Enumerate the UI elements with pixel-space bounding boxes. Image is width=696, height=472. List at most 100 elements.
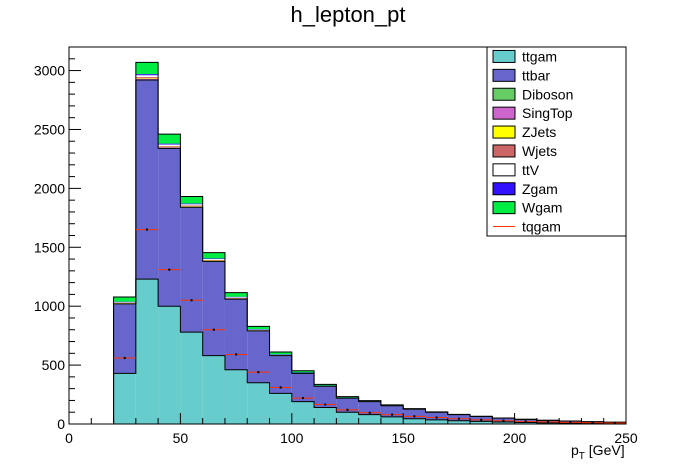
bar-ttbar-8 [291, 373, 315, 402]
bar-ttbar-3 [180, 207, 203, 333]
bar-ZJets-5 [224, 298, 248, 299]
bar-ttgam-10 [336, 412, 359, 424]
y-tick-label: 1000 [34, 298, 65, 314]
bar-ttV-4 [202, 259, 225, 261]
bar-ttgam-17 [492, 421, 515, 424]
bar-ZJets-0 [113, 303, 136, 304]
bar-Wgam-2 [158, 134, 181, 144]
bar-ttgam-7 [269, 393, 292, 424]
legend-label-Wjets: Wjets [522, 143, 557, 159]
legend-swatch-Zgam [492, 182, 516, 196]
bar-ttV-2 [158, 144, 181, 146]
overlay-point-21 [591, 421, 594, 424]
overlay-point-20 [569, 421, 572, 424]
bar-ttgam-3 [180, 332, 203, 424]
bar-Zgam-0 [113, 301, 136, 303]
bar-ttgam-5 [224, 369, 248, 424]
y-tick-label: 2500 [34, 121, 65, 137]
x-axis-label: pT [GeV] [571, 442, 625, 462]
bar-Zgam-4 [202, 258, 225, 260]
legend-label-Diboson: Diboson [522, 86, 573, 102]
bar-ZJets-1 [135, 77, 159, 79]
bar-Zgam-2 [158, 143, 181, 145]
bar-Wgam-8 [291, 370, 315, 373]
x-tick-label: 0 [65, 430, 73, 446]
y-tick-label: 1500 [34, 239, 65, 255]
overlay-point-2 [168, 268, 171, 271]
bar-ttbar-2 [158, 148, 181, 307]
legend-label-Wgam: Wgam [522, 200, 562, 216]
bar-Wgam-6 [247, 326, 270, 330]
overlay-point-12 [390, 413, 394, 416]
overlay-point-9 [324, 403, 327, 406]
overlay-point-13 [413, 415, 416, 418]
x-tick-label: 100 [280, 430, 304, 446]
bar-ttbar-4 [202, 261, 225, 356]
overlay-point-14 [435, 416, 438, 419]
bar-Wgam-1 [135, 62, 159, 75]
legend: ttgam ttbar Diboson SingTop ZJets Wjets ttV Zga… [486, 46, 627, 237]
bar-ttgam-6 [247, 382, 270, 424]
legend-swatch-SingTop [492, 106, 516, 120]
legend-swatch-Wgam [492, 201, 516, 215]
legend-swatch-ZJets [492, 125, 516, 139]
y-tick-label: 0 [57, 416, 65, 432]
bar-Zgam-5 [224, 296, 248, 298]
legend-swatch-Diboson [492, 87, 516, 101]
bar-ttbar-1 [135, 79, 159, 280]
legend-label-SingTop: SingTop [522, 105, 573, 121]
bar-ttgam-16 [470, 421, 493, 424]
bar-ZJets-3 [180, 206, 203, 207]
bar-ZJets-2 [158, 146, 181, 148]
overlay-point-5 [234, 353, 238, 356]
legend-label-tqgam: tqgam [522, 219, 561, 235]
outline-ttgam [113, 278, 627, 424]
y-tick-label: 3000 [34, 63, 65, 79]
bar-Wgam-4 [202, 252, 225, 259]
bar-ttbar-7 [269, 355, 292, 394]
legend-swatch-ttbar [492, 68, 516, 82]
bar-Wgam-3 [180, 196, 203, 204]
x-tick-label: 150 [392, 430, 416, 446]
bar-ttgam-12 [380, 416, 404, 424]
bar-ttgam-4 [202, 355, 225, 424]
bar-Wjets-2 [158, 145, 181, 147]
legend-label-ZJets: ZJets [522, 124, 556, 140]
overlay-point-6 [257, 370, 260, 374]
x-axis: 0 50 100 150 200 250 [65, 413, 638, 446]
x-tick-label: 50 [173, 430, 189, 446]
legend-label-ttV: ttV [522, 162, 540, 178]
bar-ttV-5 [224, 297, 248, 298]
x-tick-label: 250 [614, 430, 638, 446]
bar-Zgam-3 [180, 203, 203, 205]
y-tick-label: 2000 [34, 180, 65, 196]
bar-Wjets-4 [202, 260, 225, 261]
bar-ttgam-0 [113, 373, 136, 424]
bar-ttgam-9 [314, 407, 337, 424]
bar-SingTop-2 [158, 147, 181, 149]
outline-total [113, 61, 627, 424]
bar-ttgam-8 [291, 401, 315, 424]
overlay-point-4 [212, 328, 216, 331]
bar-ttgam-2 [158, 306, 181, 424]
bar-ttbar-13 [403, 409, 426, 419]
overlay-point-0 [123, 356, 126, 360]
bar-Wjets-5 [224, 297, 248, 299]
overlay-point-17 [502, 419, 505, 422]
x-tick-label: 200 [503, 430, 527, 446]
bar-ttgam-18 [514, 422, 537, 424]
bar-ttgam-14 [425, 419, 448, 424]
bar-ttbar-5 [224, 299, 248, 370]
bar-Zgam-6 [247, 329, 270, 330]
legend-label-ttgam: ttgam [522, 48, 557, 64]
bar-ttgam-13 [403, 418, 426, 424]
bar-Wjets-0 [113, 302, 136, 304]
bar-ttbar-14 [425, 412, 448, 420]
bar-ttbar-11 [358, 401, 381, 415]
bar-Wgam-5 [224, 292, 248, 297]
legend-swatch-ttgam [492, 49, 516, 63]
legend-swatch-ttV [492, 163, 516, 177]
bar-ttbar-9 [314, 386, 337, 408]
bar-Wjets-1 [135, 77, 159, 78]
